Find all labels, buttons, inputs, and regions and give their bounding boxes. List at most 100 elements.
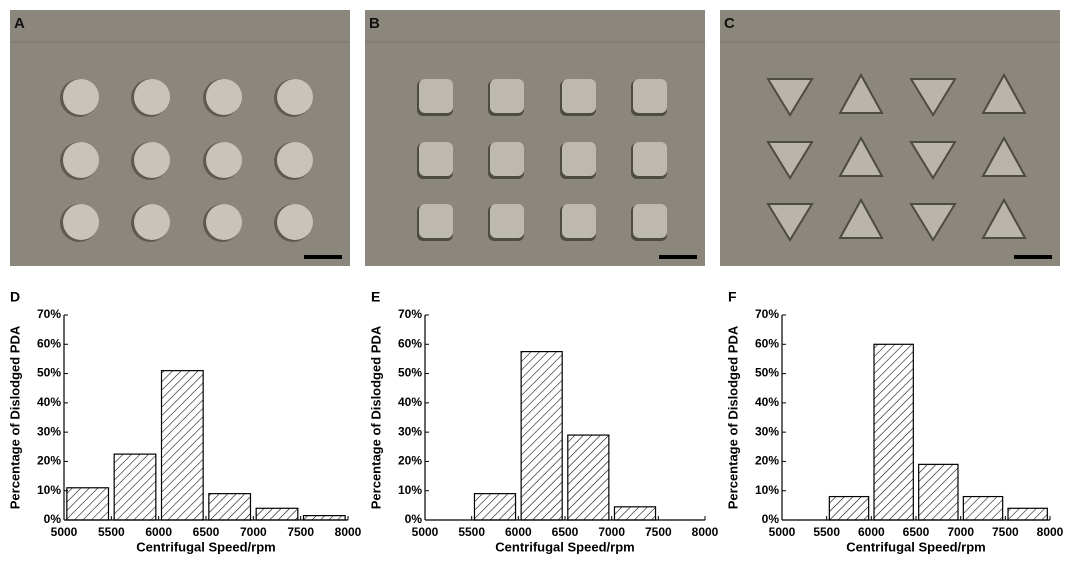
y-tick-label: 70% (398, 307, 422, 321)
x-tick-label: 5000 (412, 525, 439, 539)
x-tick-label: 6500 (903, 525, 930, 539)
bar (521, 352, 562, 520)
y-axis-label: Percentage of Dislodged PDA (7, 325, 22, 509)
bar (568, 435, 609, 520)
y-tick-label: 70% (37, 307, 61, 321)
well (419, 142, 453, 176)
panel-label: F (728, 289, 737, 305)
x-axis-label: Centrifugal Speed/rpm (846, 539, 985, 554)
well (134, 204, 170, 240)
bar (874, 344, 913, 520)
x-tick-label: 5500 (813, 525, 840, 539)
y-axis-label: Percentage of Dislodged PDA (368, 325, 383, 509)
x-axis-label: Centrifugal Speed/rpm (495, 539, 634, 554)
well (134, 79, 170, 115)
y-tick-label: 10% (398, 483, 422, 497)
x-tick-label: 7500 (287, 525, 314, 539)
panel-label: E (371, 289, 380, 305)
well (562, 204, 596, 238)
x-tick-label: 7500 (645, 525, 672, 539)
x-tick-label: 7000 (240, 525, 267, 539)
x-tick-label: 8000 (1037, 525, 1064, 539)
y-tick-label: 40% (755, 395, 779, 409)
panel-label: D (10, 289, 20, 305)
well (206, 142, 242, 178)
well (419, 204, 453, 238)
well (633, 79, 667, 113)
x-tick-label: 7500 (992, 525, 1019, 539)
y-tick-label: 0% (405, 512, 423, 526)
x-tick-label: 8000 (335, 525, 362, 539)
bar (256, 508, 298, 520)
y-tick-label: 10% (755, 483, 779, 497)
x-tick-label: 6500 (193, 525, 220, 539)
panel-label: C (724, 15, 735, 32)
y-tick-label: 20% (398, 454, 422, 468)
well (633, 142, 667, 176)
bar (304, 516, 346, 520)
bar (829, 497, 868, 520)
x-tick-label: 5500 (98, 525, 125, 539)
y-tick-label: 60% (37, 336, 61, 350)
y-tick-label: 0% (44, 512, 62, 526)
y-tick-label: 10% (37, 483, 61, 497)
well (206, 79, 242, 115)
bar (162, 371, 204, 520)
y-tick-label: 20% (37, 454, 61, 468)
photo-panel: B (365, 10, 705, 266)
well (562, 79, 596, 113)
bar (474, 494, 515, 520)
panel-label: A (14, 15, 25, 32)
bar (114, 454, 156, 520)
x-tick-label: 5500 (458, 525, 485, 539)
x-tick-label: 7000 (598, 525, 625, 539)
y-tick-label: 60% (398, 336, 422, 350)
panel-label: B (369, 15, 380, 32)
bar (919, 464, 958, 520)
well (419, 79, 453, 113)
figure: A B C 0% 10% 20% 30% 40% 50% 60% 70% 5000 5500 6000 65… (0, 0, 1068, 557)
bar (1008, 508, 1047, 520)
well (63, 204, 99, 240)
x-tick-label: 6500 (552, 525, 579, 539)
y-tick-label: 30% (398, 424, 422, 438)
bar (963, 497, 1002, 520)
y-tick-label: 20% (755, 454, 779, 468)
y-tick-label: 40% (37, 395, 61, 409)
well (490, 204, 524, 238)
x-axis-label: Centrifugal Speed/rpm (136, 539, 275, 554)
photo-panel: A (10, 10, 350, 266)
y-tick-label: 50% (37, 366, 61, 380)
x-tick-label: 5000 (769, 525, 796, 539)
well (277, 79, 313, 115)
well (562, 142, 596, 176)
well (277, 142, 313, 178)
bar (614, 507, 655, 520)
x-tick-label: 6000 (505, 525, 532, 539)
x-tick-label: 7000 (947, 525, 974, 539)
well (277, 204, 313, 240)
well (63, 142, 99, 178)
y-axis-label: Percentage of Dislodged PDA (725, 325, 740, 509)
y-tick-label: 30% (755, 424, 779, 438)
x-tick-label: 5000 (51, 525, 78, 539)
photo-panel: C (720, 10, 1060, 266)
x-tick-label: 6000 (145, 525, 172, 539)
bar (209, 494, 251, 520)
well (633, 204, 667, 238)
y-tick-label: 60% (755, 336, 779, 350)
well (206, 204, 242, 240)
y-tick-label: 30% (37, 424, 61, 438)
well (490, 79, 524, 113)
x-tick-label: 6000 (858, 525, 885, 539)
bar (67, 488, 109, 520)
well (134, 142, 170, 178)
y-tick-label: 50% (398, 366, 422, 380)
well (490, 142, 524, 176)
y-tick-label: 40% (398, 395, 422, 409)
x-tick-label: 8000 (692, 525, 719, 539)
y-tick-label: 70% (755, 307, 779, 321)
well (63, 79, 99, 115)
y-tick-label: 50% (755, 366, 779, 380)
y-tick-label: 0% (762, 512, 780, 526)
